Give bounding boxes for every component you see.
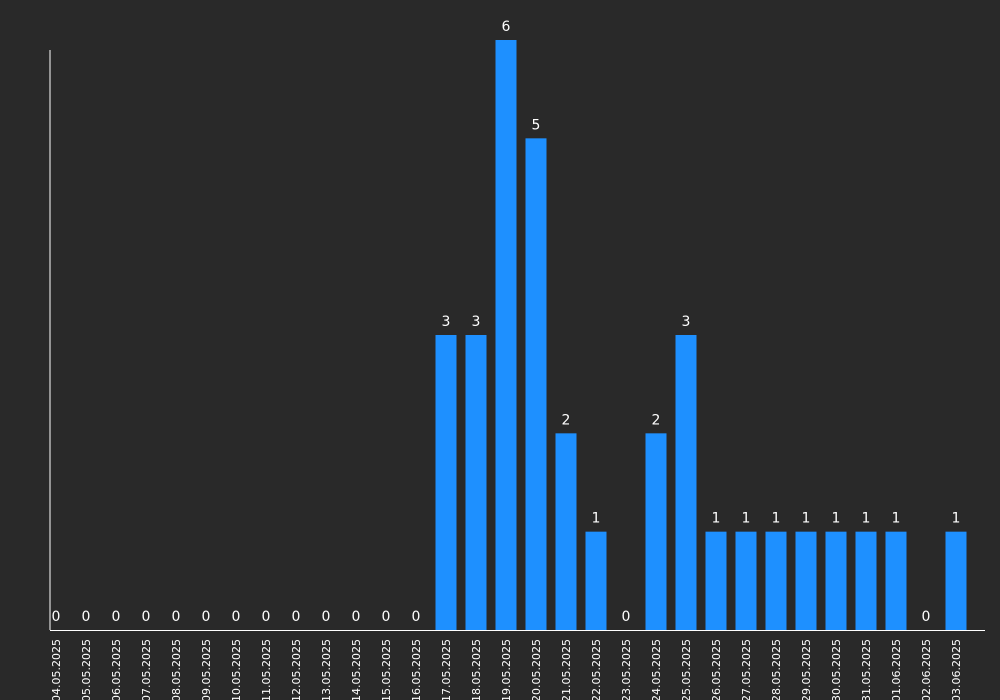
bar-29.05.2025 [795,531,817,630]
value-label-01.06.2025: 1 [892,511,901,527]
x-tick-label-09.05.2025: 09.05.2025 [200,639,213,700]
value-label-05.05.2025: 0 [82,609,91,625]
x-tick-label-03.06.2025: 03.06.2025 [950,639,963,700]
value-label-20.05.2025: 5 [532,117,541,133]
value-label-08.05.2025: 0 [172,609,181,625]
value-label-21.05.2025: 2 [562,412,571,428]
bar-31.05.2025 [855,531,877,630]
x-tick-label-07.05.2025: 07.05.2025 [140,639,153,700]
bar-30.05.2025 [825,531,847,630]
x-tick-label-12.05.2025: 12.05.2025 [290,639,303,700]
value-label-24.05.2025: 2 [652,412,661,428]
x-tick-label-19.05.2025: 19.05.2025 [500,639,513,700]
bar-17.05.2025 [435,335,457,630]
value-label-09.05.2025: 0 [202,609,211,625]
x-tick-label-02.06.2025: 02.06.2025 [920,639,933,700]
x-tick-label-13.05.2025: 13.05.2025 [320,639,333,700]
value-label-16.05.2025: 0 [412,609,421,625]
bar-03.06.2025 [945,531,967,630]
value-label-03.06.2025: 1 [952,511,961,527]
value-label-13.05.2025: 0 [322,609,331,625]
x-tick-label-29.05.2025: 29.05.2025 [800,639,813,700]
bar-22.05.2025 [585,531,607,630]
x-tick-label-31.05.2025: 31.05.2025 [860,639,873,700]
x-tick-label-10.05.2025: 10.05.2025 [230,639,243,700]
x-tick-label-16.05.2025: 16.05.2025 [410,639,423,700]
value-label-12.05.2025: 0 [292,609,301,625]
x-tick-label-30.05.2025: 30.05.2025 [830,639,843,700]
x-tick-label-15.05.2025: 15.05.2025 [380,639,393,700]
value-label-11.05.2025: 0 [262,609,271,625]
x-tick-label-21.05.2025: 21.05.2025 [560,639,573,700]
bar-21.05.2025 [555,433,577,630]
x-tick-label-06.05.2025: 06.05.2025 [110,639,123,700]
bar-20.05.2025 [525,138,547,631]
bar-01.06.2025 [885,531,907,630]
value-label-06.05.2025: 0 [112,609,121,625]
value-label-04.05.2025: 0 [52,609,61,625]
value-label-29.05.2025: 1 [802,511,811,527]
bar-25.05.2025 [675,335,697,630]
x-tick-label-22.05.2025: 22.05.2025 [590,639,603,700]
value-label-07.05.2025: 0 [142,609,151,625]
bar-26.05.2025 [705,531,727,630]
x-tick-label-08.05.2025: 08.05.2025 [170,639,183,700]
bar-18.05.2025 [465,335,487,630]
value-label-14.05.2025: 0 [352,609,361,625]
x-tick-label-24.05.2025: 24.05.2025 [650,639,663,700]
value-label-26.05.2025: 1 [712,511,721,527]
value-label-27.05.2025: 1 [742,511,751,527]
x-tick-label-18.05.2025: 18.05.2025 [470,639,483,700]
x-tick-label-05.05.2025: 05.05.2025 [80,639,93,700]
x-tick-label-01.06.2025: 01.06.2025 [890,639,903,700]
value-label-15.05.2025: 0 [382,609,391,625]
x-tick-label-11.05.2025: 11.05.2025 [260,639,273,700]
bars-group [435,40,967,631]
value-label-17.05.2025: 3 [442,314,451,330]
x-tick-label-28.05.2025: 28.05.2025 [770,639,783,700]
value-label-31.05.2025: 1 [862,511,871,527]
value-labels-group: 0 0 0 0 0 0 0 0 0 0 0 0 0 3 3 6 5 2 1 0 2 3 1 1 1 1 1 1 1 0 1 [52,19,961,625]
x-tick-label-17.05.2025: 17.05.2025 [440,639,453,700]
value-label-28.05.2025: 1 [772,511,781,527]
value-label-02.06.2025: 0 [922,609,931,625]
bar-24.05.2025 [645,433,667,630]
x-tick-label-26.05.2025: 26.05.2025 [710,639,723,700]
x-tick-label-04.05.2025: 04.05.2025 [50,639,63,700]
bar-19.05.2025 [495,40,517,630]
x-tick-label-25.05.2025: 25.05.2025 [680,639,693,700]
value-label-23.05.2025: 0 [622,609,631,625]
value-label-25.05.2025: 3 [682,314,691,330]
value-label-19.05.2025: 6 [502,19,511,35]
bar-27.05.2025 [735,531,757,630]
x-tick-label-23.05.2025: 23.05.2025 [620,639,633,700]
x-tick-label-20.05.2025: 20.05.2025 [530,639,543,700]
x-tick-labels-group: 04.05.2025 05.05.2025 06.05.2025 07.05.2025… [50,639,963,700]
bar-28.05.2025 [765,531,787,630]
x-tick-label-27.05.2025: 27.05.2025 [740,639,753,700]
value-label-10.05.2025: 0 [232,609,241,625]
value-label-30.05.2025: 1 [832,511,841,527]
value-label-18.05.2025: 3 [472,314,481,330]
x-tick-label-14.05.2025: 14.05.2025 [350,639,363,700]
value-label-22.05.2025: 1 [592,511,601,527]
